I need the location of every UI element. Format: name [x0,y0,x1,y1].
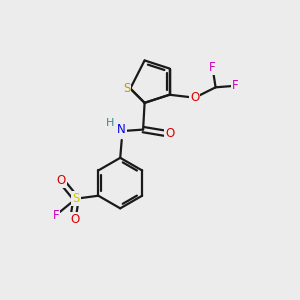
Text: O: O [190,91,200,104]
Text: O: O [165,127,175,140]
Text: F: F [232,79,238,92]
Text: S: S [72,192,80,205]
Text: S: S [123,82,130,95]
Text: N: N [117,123,126,136]
Text: O: O [57,174,66,188]
Text: F: F [209,61,216,74]
Text: F: F [53,208,59,221]
Text: O: O [70,213,79,226]
Text: H: H [106,118,115,128]
